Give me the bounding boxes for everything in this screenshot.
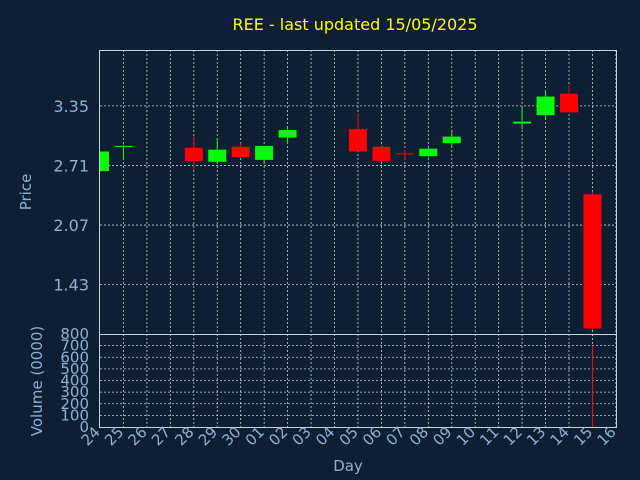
x-axis-ticks: 2425262728293001020304050607080910111213… xyxy=(78,423,620,449)
candle-body xyxy=(536,96,555,116)
candle-body xyxy=(184,147,203,161)
price-tick-label: 1.43 xyxy=(53,276,89,295)
candle-body xyxy=(395,153,414,155)
candle-body xyxy=(278,130,297,138)
candle-series xyxy=(99,85,602,330)
candle-body xyxy=(583,194,602,329)
price-axis-ticks: 1.43 2.07 2.71 3.35 xyxy=(53,97,89,295)
volume-tick-label: 100 xyxy=(60,406,89,424)
volume-tick-label: 500 xyxy=(60,360,89,378)
volume-tick-label: 800 xyxy=(60,325,89,343)
candle-body xyxy=(513,121,532,124)
price-tick-label: 2.71 xyxy=(53,156,89,175)
volume-tick-label: 700 xyxy=(60,337,89,355)
price-tick-label: 3.35 xyxy=(53,97,89,116)
candle-body xyxy=(560,93,578,113)
chart-title: REE - last updated 15/05/2025 xyxy=(232,15,477,34)
volume-tick-label: 300 xyxy=(60,383,89,401)
volume-panel-frame xyxy=(99,334,617,428)
candle-body xyxy=(100,151,109,172)
volume-axis-label: Volume (0000) xyxy=(28,326,46,436)
candle-body xyxy=(372,146,391,161)
candle-body xyxy=(208,149,227,162)
volume-grid xyxy=(100,334,617,427)
price-tick-label: 2.07 xyxy=(53,216,89,235)
volume-tick-label: 200 xyxy=(60,395,89,413)
x-axis-label: Day xyxy=(333,457,363,475)
volume-tick-label: 400 xyxy=(60,372,89,390)
candle-body xyxy=(419,148,438,157)
price-axis-label: Price xyxy=(17,174,35,211)
price-grid xyxy=(100,50,617,334)
candle-body xyxy=(442,136,461,144)
candle-body xyxy=(348,129,367,152)
candle-body xyxy=(231,146,250,158)
candle-body xyxy=(255,145,274,160)
volume-tick-label: 0 xyxy=(79,418,89,436)
candle-body xyxy=(114,145,133,147)
volume-tick-label: 600 xyxy=(60,348,89,366)
